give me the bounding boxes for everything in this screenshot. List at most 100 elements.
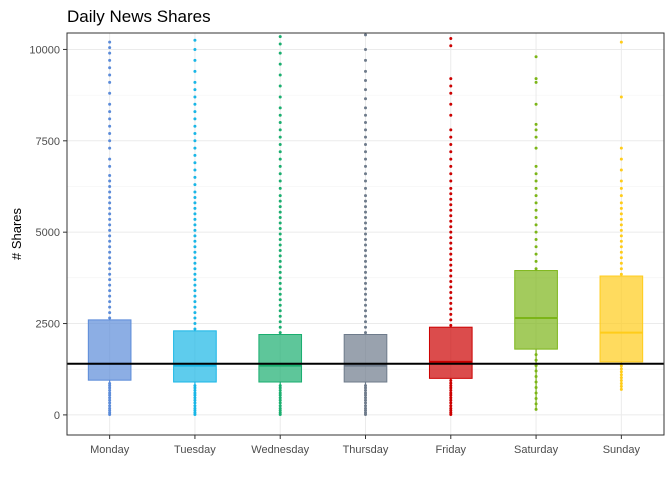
y-tick-label: 0 — [54, 410, 60, 422]
data-point — [619, 40, 623, 44]
data-point — [193, 206, 197, 210]
x-tick-label: Wednesday — [251, 444, 309, 456]
data-point — [619, 234, 623, 238]
data-point — [108, 267, 112, 271]
data-point — [364, 281, 367, 285]
data-point — [108, 179, 112, 183]
data-point — [193, 175, 197, 179]
data-point — [619, 157, 623, 161]
data-point — [193, 117, 197, 121]
data-point — [449, 84, 453, 88]
data-point — [449, 296, 453, 300]
data-point — [449, 128, 453, 132]
data-point — [534, 216, 538, 220]
data-point — [108, 300, 112, 304]
data-point — [449, 230, 453, 234]
data-point — [364, 216, 367, 220]
data-point — [193, 195, 197, 199]
data-point — [619, 212, 623, 216]
data-point — [364, 248, 367, 252]
data-point — [534, 194, 538, 198]
data-point — [619, 239, 623, 243]
data-point — [193, 239, 197, 243]
data-point — [193, 289, 197, 293]
data-point — [619, 206, 623, 210]
data-point — [364, 106, 367, 110]
data-point — [364, 298, 367, 302]
data-point — [193, 110, 197, 114]
data-point — [619, 194, 623, 198]
data-point — [278, 135, 282, 139]
data-point — [193, 38, 197, 42]
data-point — [449, 113, 453, 117]
data-point — [278, 95, 282, 99]
data-point — [364, 157, 367, 161]
data-point — [108, 58, 112, 62]
data-point — [108, 289, 112, 293]
data-point — [449, 285, 453, 289]
data-point — [193, 146, 197, 150]
data-point — [193, 300, 197, 304]
data-point — [449, 77, 453, 81]
data-point — [449, 164, 453, 168]
data-point — [364, 287, 367, 291]
data-point — [108, 250, 112, 254]
data-point — [278, 113, 282, 117]
data-point — [619, 217, 623, 221]
data-point — [364, 47, 367, 51]
data-point — [193, 234, 197, 238]
chart-title: Daily News Shares — [67, 7, 211, 26]
data-point — [108, 66, 112, 70]
data-point — [449, 203, 453, 207]
data-point — [278, 186, 282, 190]
data-point — [534, 80, 538, 84]
data-point — [278, 164, 282, 168]
data-point — [449, 312, 453, 316]
data-point — [619, 223, 623, 227]
box-tuesday — [173, 330, 217, 383]
data-point — [193, 278, 197, 282]
data-point — [364, 97, 367, 101]
data-point — [278, 199, 282, 203]
data-point — [108, 234, 112, 238]
data-point — [278, 121, 282, 125]
data-point — [193, 245, 197, 249]
data-point — [193, 80, 197, 84]
data-point — [193, 183, 197, 187]
data-point — [449, 179, 453, 183]
data-point — [193, 217, 197, 221]
boxes — [87, 268, 644, 414]
data-point — [364, 164, 367, 168]
data-point — [108, 245, 112, 249]
data-point — [278, 325, 282, 329]
data-point — [534, 186, 538, 190]
data-point — [193, 322, 197, 326]
data-point — [449, 274, 453, 278]
data-point — [364, 79, 367, 83]
data-point — [108, 278, 112, 282]
data-point — [534, 252, 538, 256]
data-point — [278, 205, 282, 209]
data-point — [534, 230, 538, 234]
data-point — [534, 128, 538, 132]
data-point — [278, 42, 282, 46]
data-point — [278, 128, 282, 132]
data-point — [449, 197, 453, 201]
data-point — [278, 216, 282, 220]
data-point — [364, 270, 367, 274]
data-point — [193, 58, 197, 62]
data-point — [193, 294, 197, 298]
data-point — [449, 91, 453, 95]
data-point — [534, 201, 538, 205]
data-point — [278, 142, 282, 146]
box-saturday — [514, 270, 558, 350]
data-point — [193, 283, 197, 287]
data-point — [534, 172, 538, 176]
data-point — [534, 164, 538, 168]
data-point — [108, 164, 112, 168]
x-tick-label: Saturday — [514, 444, 559, 456]
data-point — [193, 124, 197, 128]
data-point — [449, 142, 453, 146]
y-axis-title: # Shares — [9, 207, 24, 260]
